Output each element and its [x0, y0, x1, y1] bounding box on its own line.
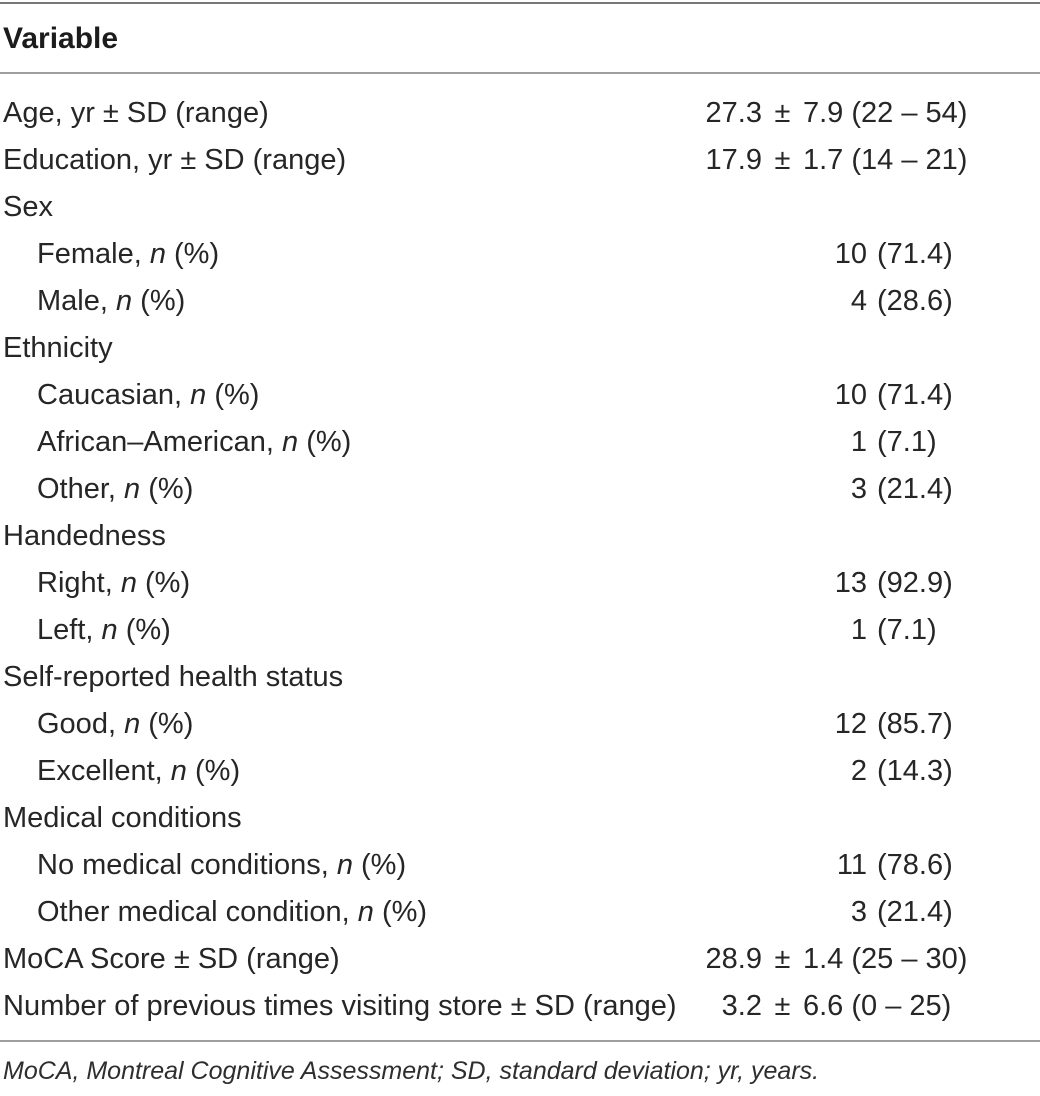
- row-value: 11 (78.6): [690, 842, 953, 889]
- row-label: Caucasian, n (%): [37, 379, 260, 411]
- value-count: 4: [850, 285, 867, 317]
- value-sd-range: 1.7 (14 – 21): [803, 144, 968, 176]
- row-label: MoCA Score ± SD (range): [3, 943, 340, 975]
- row-value: 4 (28.6): [690, 278, 953, 325]
- row-value: 3.2 ±6.6 (0 – 25): [690, 983, 952, 1030]
- value-percent: (85.7): [877, 708, 953, 740]
- row-label: Other, n (%): [37, 473, 194, 505]
- row-label: Good, n (%): [37, 708, 194, 740]
- row-value: 10 (71.4): [690, 231, 953, 278]
- table-row: Excellent, n (%) 2 (14.3): [0, 748, 1040, 795]
- value-percent: (92.9): [877, 567, 953, 599]
- table-row: Sex: [0, 184, 1040, 231]
- value-count: 10: [834, 379, 867, 411]
- table-row: Age, yr ± SD (range) 27.3 ±7.9 (22 – 54): [0, 90, 1040, 137]
- row-label: Other medical condition, n (%): [37, 896, 428, 928]
- row-label: Left, n (%): [37, 614, 171, 646]
- row-value: 3 (21.4): [690, 466, 953, 513]
- value-mean: 27.3: [705, 97, 762, 129]
- table-row: Left, n (%) 1 (7.1): [0, 607, 1040, 654]
- row-value: 2 (14.3): [690, 748, 953, 795]
- table-header-row: Variable: [0, 4, 1040, 72]
- row-value: 1 (7.1): [690, 607, 937, 654]
- value-percent: (7.1): [877, 614, 937, 646]
- value-percent: (21.4): [877, 896, 953, 928]
- table-row: Female, n (%) 10 (71.4): [0, 231, 1040, 278]
- table-row: Medical conditions: [0, 795, 1040, 842]
- row-label: Number of previous times visiting store …: [3, 990, 677, 1022]
- row-value: 13 (92.9): [690, 560, 953, 607]
- table-row: Ethnicity: [0, 325, 1040, 372]
- value-mean: 17.9: [705, 144, 762, 176]
- value-percent: (21.4): [877, 473, 953, 505]
- value-sd-range: 1.4 (25 – 30): [803, 943, 968, 975]
- table-row: MoCA Score ± SD (range) 28.9 ±1.4 (25 – 30…: [0, 936, 1040, 983]
- value-mean: 28.9: [705, 943, 762, 975]
- row-value: 3 (21.4): [690, 889, 953, 936]
- table-rule-header-bottom: [0, 72, 1040, 74]
- value-count: 1: [850, 614, 867, 646]
- value-percent: (14.3): [877, 755, 953, 787]
- value-percent: (71.4): [877, 238, 953, 270]
- table-row: Other medical condition, n (%) 3 (21.4): [0, 889, 1040, 936]
- table-row: African–American, n (%) 1 (7.1): [0, 419, 1040, 466]
- row-value: 10 (71.4): [690, 372, 953, 419]
- table-row: Good, n (%) 12 (85.7): [0, 701, 1040, 748]
- value-percent: (7.1): [877, 426, 937, 458]
- row-label: Ethnicity: [3, 332, 113, 364]
- row-value: 17.9 ±1.7 (14 – 21): [690, 137, 968, 184]
- value-count: 10: [834, 238, 867, 270]
- value-mean: 3.2: [721, 990, 762, 1022]
- value-count: 1: [850, 426, 867, 458]
- row-value: 12 (85.7): [690, 701, 953, 748]
- row-label: Female, n (%): [37, 238, 220, 270]
- value-count: 12: [834, 708, 867, 740]
- value-count: 3: [850, 896, 867, 928]
- plus-minus-sign: ±: [774, 990, 791, 1022]
- row-value: 1 (7.1): [690, 419, 937, 466]
- value-count: 13: [834, 567, 867, 599]
- value-count: 11: [836, 849, 867, 881]
- row-label: Self-reported health status: [3, 661, 344, 693]
- table-body: Age, yr ± SD (range) 27.3 ±7.9 (22 – 54) Ed…: [0, 74, 1040, 1040]
- plus-minus-sign: ±: [774, 943, 791, 975]
- row-value: 27.3 ±7.9 (22 – 54): [690, 90, 968, 137]
- row-label: Excellent, n (%): [37, 755, 241, 787]
- value-percent: (78.6): [877, 849, 953, 881]
- row-label: African–American, n (%): [37, 426, 352, 458]
- row-label: Male, n (%): [37, 285, 186, 317]
- row-label: Age, yr ± SD (range): [3, 97, 269, 129]
- table-row: Education, yr ± SD (range) 17.9 ±1.7 (14 –…: [0, 137, 1040, 184]
- table-footnote: MoCA, Montreal Cognitive Assessment; SD,…: [0, 1042, 1040, 1086]
- value-percent: (71.4): [877, 379, 953, 411]
- value-sd-range: 6.6 (0 – 25): [803, 990, 952, 1022]
- table-row: Handedness: [0, 513, 1040, 560]
- row-label: Sex: [3, 191, 53, 223]
- table-row: Self-reported health status: [0, 654, 1040, 701]
- footnote-text: MoCA, Montreal Cognitive Assessment; SD,…: [3, 1057, 820, 1085]
- row-label: Handedness: [3, 520, 166, 552]
- value-sd-range: 7.9 (22 – 54): [803, 97, 968, 129]
- table-row: Right, n (%) 13 (92.9): [0, 560, 1040, 607]
- row-label: Education, yr ± SD (range): [3, 144, 347, 176]
- row-label: No medical conditions, n (%): [37, 849, 407, 881]
- table-header-variable: Variable: [3, 22, 119, 55]
- value-percent: (28.6): [877, 285, 953, 317]
- row-value: 28.9 ±1.4 (25 – 30): [690, 936, 968, 983]
- value-count: 2: [850, 755, 867, 787]
- table-row: Caucasian, n (%) 10 (71.4): [0, 372, 1040, 419]
- value-count: 3: [850, 473, 867, 505]
- row-label: Medical conditions: [3, 802, 242, 834]
- row-label: Right, n (%): [37, 567, 191, 599]
- table-rule-footer-top: [0, 1040, 1040, 1042]
- table-row: Male, n (%) 4 (28.6): [0, 278, 1040, 325]
- table-row: Other, n (%) 3 (21.4): [0, 466, 1040, 513]
- plus-minus-sign: ±: [774, 144, 791, 176]
- table-rule-top: [0, 2, 1040, 4]
- table-row: No medical conditions, n (%) 11 (78.6): [0, 842, 1040, 889]
- plus-minus-sign: ±: [774, 97, 791, 129]
- table-row: Number of previous times visiting store …: [0, 983, 1040, 1030]
